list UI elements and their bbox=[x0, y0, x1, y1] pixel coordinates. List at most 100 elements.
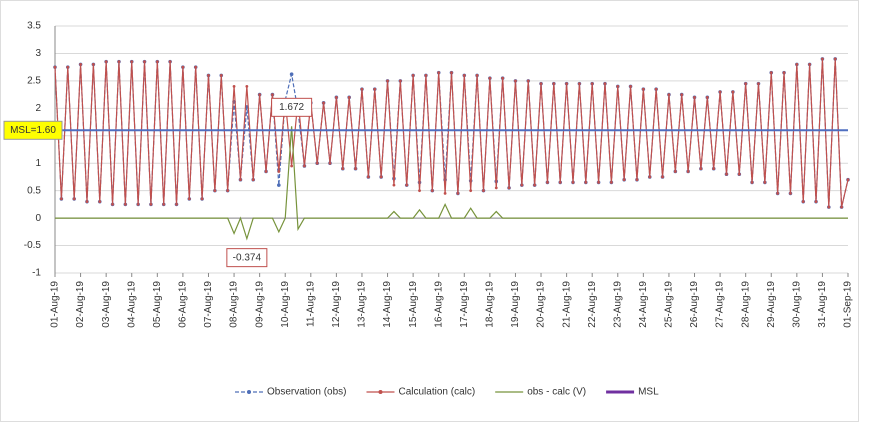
x-tick-label: 21-Aug-19 bbox=[561, 281, 572, 328]
data-point bbox=[546, 181, 549, 184]
data-point bbox=[801, 200, 805, 204]
legend-marker bbox=[247, 390, 251, 394]
data-point bbox=[360, 87, 364, 91]
x-tick-label: 19-Aug-19 bbox=[510, 281, 521, 328]
data-point bbox=[143, 60, 146, 64]
data-point bbox=[558, 181, 562, 184]
data-point bbox=[66, 65, 70, 69]
data-point bbox=[219, 74, 223, 77]
data-point bbox=[424, 74, 428, 77]
legend-label: Calculation (calc) bbox=[398, 387, 475, 398]
data-point bbox=[175, 202, 178, 206]
annotation-box bbox=[271, 97, 313, 117]
x-tick-label: 05-Aug-19 bbox=[152, 281, 163, 328]
data-point bbox=[91, 63, 95, 66]
data-point bbox=[488, 76, 492, 80]
data-point bbox=[379, 175, 383, 179]
x-tick-label: 01-Sep-19 bbox=[843, 281, 854, 328]
x-tick-label: 24-Aug-19 bbox=[638, 281, 649, 328]
data-point bbox=[584, 181, 588, 184]
x-tick-label: 04-Aug-19 bbox=[126, 281, 137, 328]
data-point bbox=[72, 197, 76, 201]
data-point bbox=[303, 164, 306, 168]
data-point bbox=[609, 181, 613, 184]
data-point bbox=[277, 170, 281, 173]
data-point bbox=[289, 72, 294, 76]
data-point bbox=[59, 197, 63, 201]
x-tick-label: 03-Aug-19 bbox=[101, 281, 112, 328]
data-point bbox=[366, 175, 370, 179]
data-point bbox=[149, 202, 153, 206]
series-line bbox=[55, 126, 848, 241]
data-point bbox=[347, 95, 351, 99]
data-point bbox=[386, 79, 389, 83]
legend-label: MSL bbox=[638, 387, 659, 398]
data-point bbox=[712, 167, 716, 171]
data-point bbox=[271, 93, 274, 97]
data-point bbox=[635, 178, 639, 182]
data-point bbox=[411, 74, 415, 77]
data-point bbox=[130, 60, 134, 64]
data-point bbox=[539, 82, 543, 86]
data-point bbox=[731, 90, 735, 94]
data-point bbox=[629, 84, 632, 88]
data-point bbox=[373, 87, 377, 91]
data-point bbox=[85, 200, 89, 204]
data-point bbox=[207, 74, 210, 77]
data-point bbox=[334, 95, 338, 99]
y-tick-label: 2.5 bbox=[27, 76, 41, 87]
data-point bbox=[827, 205, 831, 209]
x-tick-label: 22-Aug-19 bbox=[587, 281, 598, 328]
y-tick-label: 0.5 bbox=[27, 185, 41, 196]
x-tick-label: 09-Aug-19 bbox=[254, 281, 265, 328]
data-point bbox=[482, 189, 485, 193]
data-point bbox=[782, 71, 786, 75]
data-point bbox=[418, 189, 421, 193]
x-tick-label: 06-Aug-19 bbox=[178, 281, 189, 328]
data-point bbox=[699, 167, 703, 171]
data-point bbox=[194, 65, 198, 69]
data-point bbox=[661, 175, 664, 179]
data-point bbox=[290, 164, 294, 168]
x-tick-label: 29-Aug-19 bbox=[766, 281, 777, 328]
data-point bbox=[565, 82, 569, 86]
data-point bbox=[123, 202, 127, 206]
x-tick-label: 26-Aug-19 bbox=[689, 281, 700, 328]
data-point bbox=[501, 76, 505, 80]
data-point bbox=[136, 202, 140, 206]
y-tick-label: 3 bbox=[35, 48, 41, 59]
data-point bbox=[590, 82, 594, 86]
data-point bbox=[245, 84, 249, 88]
data-point bbox=[155, 60, 159, 64]
data-point bbox=[239, 178, 242, 182]
data-point bbox=[673, 170, 677, 173]
data-point bbox=[111, 202, 114, 206]
x-tick-label: 18-Aug-19 bbox=[485, 281, 496, 328]
data-point bbox=[405, 183, 409, 187]
data-point bbox=[475, 74, 479, 77]
data-point bbox=[168, 60, 172, 64]
x-tick-label: 27-Aug-19 bbox=[715, 281, 726, 328]
x-tick-label: 20-Aug-19 bbox=[536, 281, 547, 328]
data-point bbox=[571, 181, 575, 184]
y-tick-label: -1 bbox=[32, 268, 41, 279]
data-point bbox=[705, 95, 709, 99]
data-point bbox=[469, 189, 473, 193]
y-tick-label: 2 bbox=[35, 103, 41, 114]
data-point bbox=[251, 178, 255, 182]
data-point bbox=[187, 197, 191, 201]
legend-marker bbox=[378, 390, 383, 394]
annotation-label: -0.374 bbox=[233, 252, 262, 263]
x-tick-label: 25-Aug-19 bbox=[664, 281, 675, 328]
x-tick-label: 23-Aug-19 bbox=[612, 281, 623, 328]
annotation-label: 1.672 bbox=[279, 102, 304, 113]
x-tick-label: 17-Aug-19 bbox=[459, 281, 470, 328]
data-point bbox=[744, 82, 748, 86]
data-point bbox=[443, 192, 447, 195]
data-point bbox=[437, 71, 441, 75]
annotation-box bbox=[226, 248, 268, 268]
data-point bbox=[814, 200, 818, 204]
data-point bbox=[494, 186, 498, 190]
data-point bbox=[616, 84, 620, 88]
